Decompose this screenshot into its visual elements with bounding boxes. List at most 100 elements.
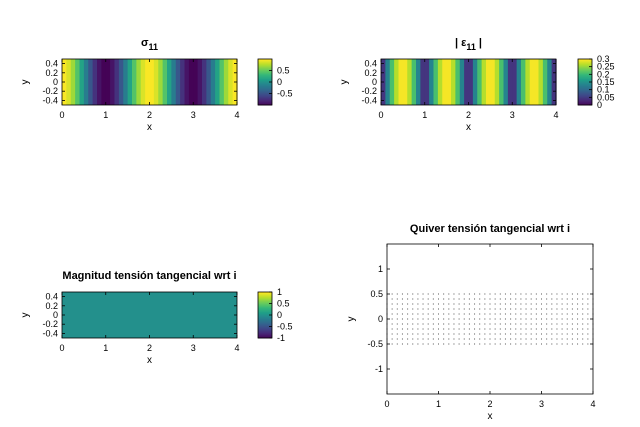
quiver-point [561,298,563,300]
x-tick-label: 4 [590,399,595,409]
heatmap-cell [110,59,116,105]
quiver-point [453,333,455,335]
quiver-point [561,303,563,305]
colorbar-band [578,87,592,90]
heatmap-cell [442,59,448,105]
quiver-point [494,333,496,335]
quiver-point [432,318,434,320]
quiver-point [468,318,470,320]
quiver-point [515,318,517,320]
quiver-point [499,328,501,330]
quiver-point [510,323,512,325]
colorbar-band [258,316,272,318]
quiver-point [458,338,460,340]
quiver-point [535,308,537,310]
quiver-point [541,298,542,300]
quiver-point [474,303,476,305]
colorbar-band [258,298,272,301]
quiver-point [551,293,553,295]
quiver-point [463,338,465,340]
quiver-point [432,298,434,300]
quiver-point [458,298,460,300]
colorbar-band [258,86,272,89]
quiver-point [412,293,414,295]
colorbar-band [578,79,592,82]
quiver-point [468,293,470,295]
quiver-point [577,338,579,340]
colorbar-band [578,61,592,63]
heatmap-cell [140,59,146,105]
heatmap-cell [88,59,94,105]
colorbar-band [258,60,272,62]
colorbar-band [258,80,272,83]
quiver-point [551,303,553,305]
quiver-point [432,303,434,305]
quiver-point [535,313,537,315]
quiver-point [422,343,424,345]
quiver-point [546,318,548,320]
quiver-point [396,318,398,320]
colorbar-band [578,82,592,84]
quiver-point [520,323,522,325]
quiver-point [448,333,450,335]
quiver-point [438,333,439,335]
heatmap-cell [477,59,483,105]
y-axis-label: y [20,313,31,318]
quiver-point [432,323,434,325]
quiver-point [525,328,527,330]
quiver-point [474,328,476,330]
heatmap-cell [158,59,164,105]
heatmap-cell [464,59,470,105]
quiver-point [458,333,460,335]
quiver-point [468,323,470,325]
colorbar-tick-label: 0.5 [277,66,290,76]
heatmap-cell [402,59,408,105]
quiver-point [494,303,496,305]
heatmap [62,59,238,105]
quiver-point [530,308,532,310]
heatmap-cell [132,59,137,105]
y-axis-label: y [346,317,357,322]
quiver-point [432,293,434,295]
quiver-point [510,318,512,320]
quiver-point [468,328,470,330]
colorbar-band [258,88,272,91]
quiver-point [489,303,491,305]
heatmap-cell [97,59,102,105]
quiver-point [422,323,424,325]
quiver-point [463,293,465,295]
quiver-point [530,318,532,320]
heatmap-cell [123,59,129,105]
quiver-point [499,333,501,335]
quiver-point [448,323,450,325]
quiver-point [587,328,589,330]
quiver-point [468,333,470,335]
heatmap-cell [188,59,194,105]
quiver-point [546,338,548,340]
title-main: | ε [455,37,467,49]
quiver-point [577,313,579,315]
quiver-point [535,333,537,335]
quiver-point [396,298,398,300]
quiver-point [401,303,403,305]
quiver-point [468,298,470,300]
y-tick-label: 0 [372,77,377,87]
quiver-point [438,343,439,345]
quiver-point [556,293,558,295]
quiver-point [443,333,445,335]
quiver-point [520,328,522,330]
quiver-point [453,303,455,305]
colorbar-band [258,327,272,330]
quiver-point [417,303,419,305]
quiver-point [566,298,568,300]
quiver-point [438,313,439,315]
colorbar-band [258,84,272,86]
colorbar-band [578,83,592,85]
colorbar-band [258,70,272,73]
colorbar-band [258,83,272,85]
quiver-point [499,293,501,295]
quiver-point [535,343,537,345]
colorbar-band [258,67,272,69]
quiver-point [443,323,445,325]
heatmap-cell [411,59,417,105]
